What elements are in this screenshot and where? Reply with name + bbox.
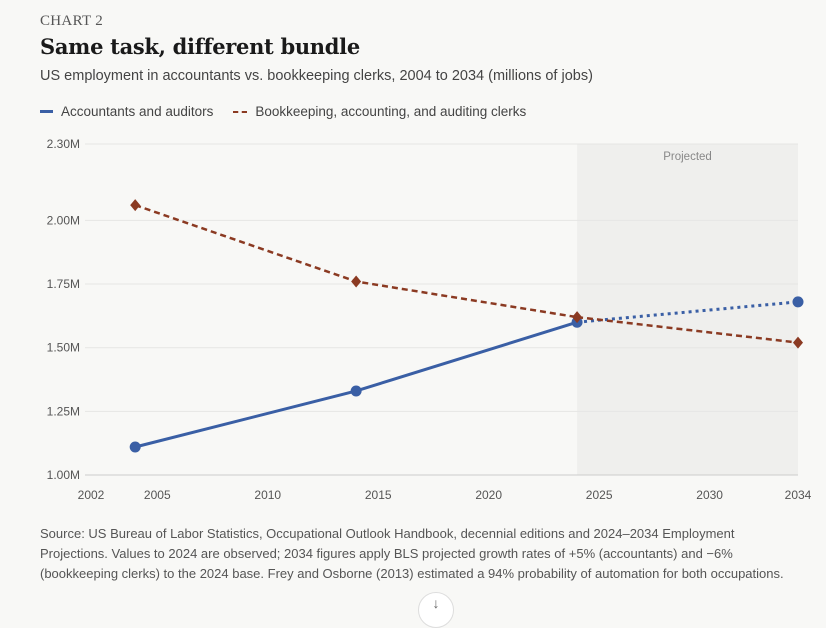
series-line-projected xyxy=(576,300,799,324)
legend-label: Accountants and auditors xyxy=(61,104,214,119)
legend-swatch-dashed xyxy=(233,110,248,113)
chart-subtitle: US employment in accountants vs. bookkee… xyxy=(40,68,593,84)
y-tick-label: 1.00M xyxy=(47,468,80,482)
series-line-observed xyxy=(134,203,578,319)
x-tick-label: 2030 xyxy=(696,488,723,502)
legend-swatch-solid xyxy=(40,110,53,113)
projected-label: Projected xyxy=(663,151,712,163)
legend-label: Bookkeeping, accounting, and auditing cl… xyxy=(255,104,527,119)
line-chart: Projected 1.00M 1.25M 1.50M 1.75M 2.00M 2.30M 2… xyxy=(47,137,812,502)
y-tick-label: 2.00M xyxy=(47,213,80,227)
y-tick-label: 1.50M xyxy=(47,341,80,355)
legend-item-accountants: Accountants and auditors xyxy=(40,104,213,119)
legend: Accountants and auditors Bookkeeping, ac… xyxy=(40,104,526,119)
source-note: Source: US Bureau of Labor Statistics, O… xyxy=(40,526,784,581)
x-tick-label: 2002 xyxy=(78,488,105,502)
x-tick-label: 2010 xyxy=(254,488,281,502)
y-tick-label: 1.75M xyxy=(47,277,80,291)
x-tick-label: 2034 xyxy=(785,488,812,502)
y-tick-label: 2.30M xyxy=(47,137,80,151)
data-point-circle xyxy=(129,441,141,453)
x-tick-label: 2015 xyxy=(365,488,392,502)
x-tick-label: 2025 xyxy=(586,488,613,502)
data-point-diamond xyxy=(572,311,583,324)
chart-kicker: CHART 2 xyxy=(40,13,104,29)
chart-title: Same task, different bundle xyxy=(40,34,360,59)
data-point-circle xyxy=(350,385,362,397)
projected-region xyxy=(577,144,798,475)
data-point-diamond xyxy=(130,199,141,212)
y-tick-label: 1.25M xyxy=(47,404,80,418)
series-line-observed xyxy=(134,320,578,449)
series-line-projected xyxy=(576,315,799,344)
scroll-down-button[interactable]: ↓ xyxy=(418,592,454,628)
x-tick-label: 2005 xyxy=(144,488,171,502)
data-point-diamond xyxy=(793,336,803,349)
data-point-diamond xyxy=(351,275,362,288)
legend-item-clerks: Bookkeeping, accounting, and auditing cl… xyxy=(233,104,526,119)
data-point-circle xyxy=(792,296,804,308)
x-tick-label: 2020 xyxy=(475,488,502,502)
